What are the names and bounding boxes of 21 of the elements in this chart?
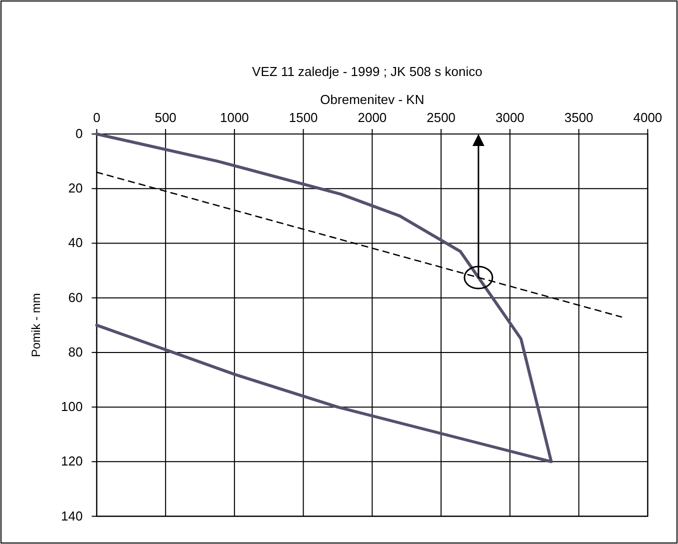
y-tick-label: 80 [68, 344, 83, 360]
x-tick-label: 3500 [564, 110, 594, 125]
chart-title: VEZ 11 zaledje - 1999 ; JK 508 s konico [252, 64, 482, 79]
y-tick-label: 40 [68, 235, 83, 250]
y-tick-label: 100 [60, 399, 83, 414]
x-tick-label: 4000 [633, 110, 662, 125]
y-tick-label: 120 [60, 454, 83, 469]
x-axis-title: Obremenitev - KN [320, 92, 424, 107]
y-axis-title: Pomik - mm [29, 293, 43, 358]
x-tick-label: 1500 [288, 110, 318, 125]
x-tick-label: 500 [154, 110, 176, 125]
x-tick-label: 0 [93, 110, 100, 125]
x-tick-label: 2000 [358, 110, 387, 125]
x-tick-label: 3000 [495, 110, 524, 125]
line-series [95, 132, 553, 464]
x-tick-label: 1000 [220, 110, 249, 125]
y-tick-label: 0 [75, 126, 83, 141]
y-tick-label: 140 [60, 508, 83, 524]
y-tick-label: 20 [68, 180, 83, 196]
x-tick-label: 2500 [426, 110, 456, 125]
y-tick-label: 60 [68, 290, 83, 305]
